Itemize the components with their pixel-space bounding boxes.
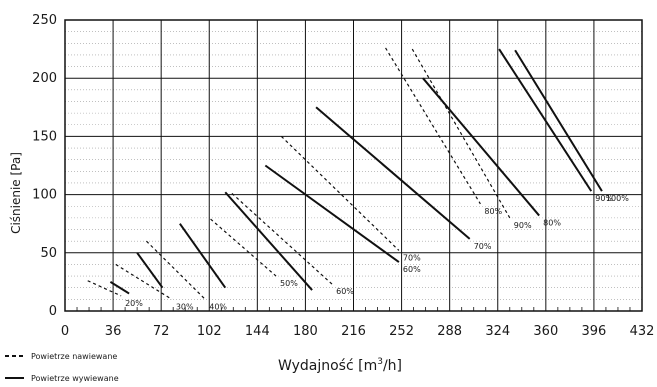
curve-nawiewane-50	[210, 218, 277, 277]
pct-label-nawiewane-30: 30%	[176, 302, 194, 311]
x-axis-title: Wydajność [m3/h]	[278, 357, 402, 374]
x-tick-label: 180	[293, 324, 318, 339]
legend-label-nawiewane: Powietrze nawiewane	[31, 352, 117, 361]
y-tick-label: 0	[49, 304, 57, 319]
series-percent-labels: 20% 30% 40%50%60%70%80%90%60%70%80%90%100%	[125, 194, 629, 311]
x-tick-labels: 0 36 72 102 144 180 216 252 288 324 360 396 432	[61, 324, 655, 339]
x-tick-label: 102	[197, 324, 222, 339]
curve-wywiewane-70	[315, 106, 471, 240]
x-tick-label: 216	[341, 324, 366, 339]
legend: Powietrze nawiewane Powietrze wywiewane	[5, 352, 119, 383]
x-tick-label: 72	[153, 324, 170, 339]
y-tick-label: 200	[32, 71, 57, 86]
pct-label-wywiewane-100: 100%	[606, 194, 629, 203]
pct-label-nawiewane-70: 70%	[403, 253, 421, 262]
legend-label-wywiewane: Powietrze wywiewane	[31, 374, 119, 383]
y-axis-title: Ciśnienie [Pa]	[9, 152, 23, 234]
pct-label-nawiewane-40: 40%	[209, 302, 227, 311]
x-tick-label: 0	[61, 324, 69, 339]
x-tick-label: 288	[437, 324, 462, 339]
pct-label-nawiewane-20: 20%	[125, 299, 143, 308]
curve-nawiewane-20	[87, 280, 122, 297]
x-tick-label: 324	[485, 324, 510, 339]
y-tick-label: 250	[32, 13, 57, 28]
curve-nawiewane-90	[411, 48, 511, 219]
y-tick-label: 100	[32, 188, 57, 203]
y-tick-label: 50	[40, 246, 57, 261]
pct-label-wywiewane-60: 60%	[403, 265, 421, 274]
curve-wywiewane-30	[136, 252, 164, 289]
curve-wywiewane-80	[422, 77, 540, 217]
curve-wywiewane-20	[109, 281, 130, 295]
plot-frame	[64, 19, 643, 312]
pct-label-nawiewane-60: 60%	[336, 287, 354, 296]
x-tick-label: 36	[105, 324, 122, 339]
x-tick-label: 432	[630, 324, 655, 339]
curve-wywiewane-40	[179, 223, 227, 289]
curve-nawiewane-60	[231, 192, 333, 285]
pct-label-nawiewane-50: 50%	[280, 279, 298, 288]
y-tick-label: 150	[32, 129, 57, 144]
pct-label-nawiewane-80: 80%	[484, 207, 502, 216]
x-axis-title-tail: /h]	[383, 358, 402, 374]
x-tick-label: 252	[389, 324, 414, 339]
curve-wywiewane-50	[224, 191, 313, 291]
x-tick-label: 360	[533, 324, 558, 339]
chart-grid	[64, 19, 643, 312]
curve-nawiewane-40	[146, 240, 206, 300]
curve-nawiewane-70	[280, 135, 400, 251]
pct-label-wywiewane-70: 70%	[474, 242, 492, 251]
pct-label-nawiewane-90: 90%	[514, 221, 532, 230]
curve-wywiewane-100	[514, 49, 603, 192]
pct-label-wywiewane-90: 90%	[595, 194, 613, 203]
x-axis-title-main: Wydajność [m	[278, 358, 377, 374]
curve-nawiewane-30	[115, 263, 173, 300]
pct-label-wywiewane-80: 80%	[543, 219, 561, 228]
curve-wywiewane-60	[264, 164, 400, 263]
curve-nawiewane-80	[385, 47, 481, 205]
y-tick-labels: 0 50 100 150 200 250	[32, 13, 57, 319]
chart-curves	[87, 47, 603, 300]
x-axis-title-sup: 3	[377, 357, 383, 367]
x-tick-label: 396	[582, 324, 607, 339]
curve-wywiewane-90	[498, 48, 593, 192]
x-tick-label: 144	[245, 324, 270, 339]
